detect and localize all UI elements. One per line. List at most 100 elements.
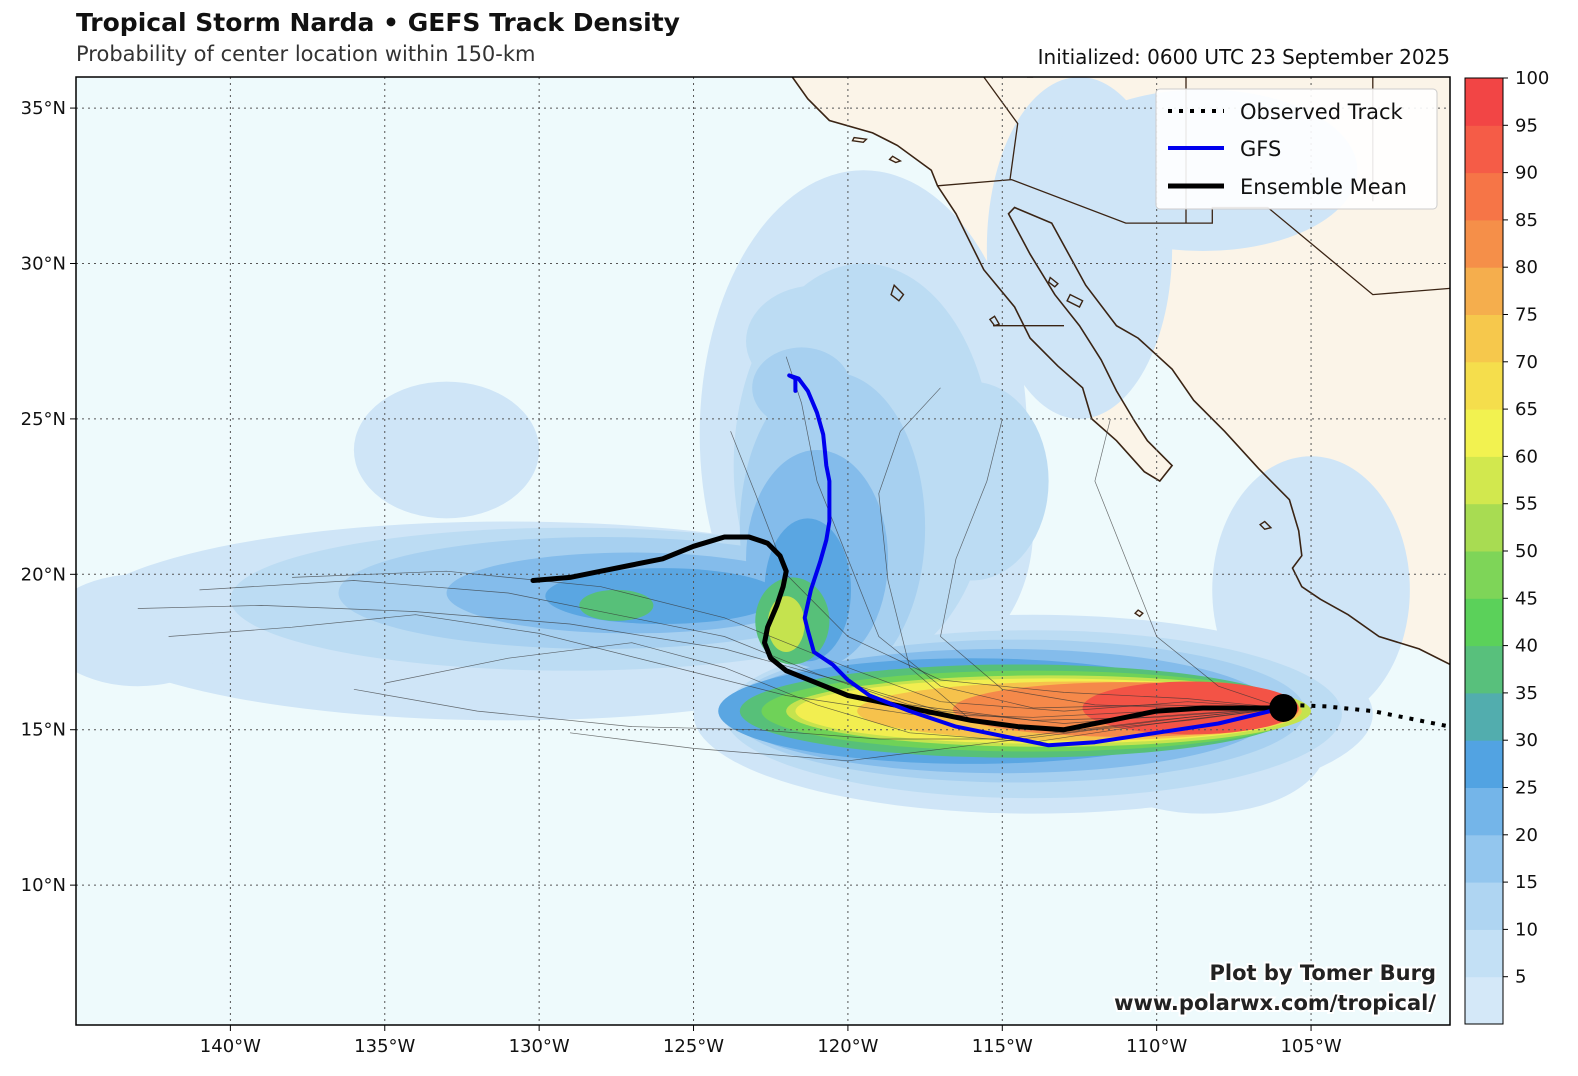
colorbar-segment <box>1465 219 1503 268</box>
storm-center-marker <box>1269 693 1298 722</box>
lat-tick-label: 25°N <box>21 409 66 430</box>
colorbar-segment <box>1465 456 1503 505</box>
legend-label-gfs: GFS <box>1240 137 1281 161</box>
colorbar-segment <box>1465 314 1503 363</box>
credit-url: www.polarwx.com/tropical/ <box>1114 991 1436 1015</box>
ensemble-member-track <box>168 614 1284 718</box>
colorbar-segment <box>1465 125 1503 174</box>
colorbar-tick-label: 85 <box>1515 210 1538 231</box>
lon-tick-label: 120°W <box>817 1036 878 1057</box>
colorbar-tick-label: 25 <box>1515 778 1538 799</box>
island-coastline <box>851 136 868 144</box>
colorbar-segment <box>1465 882 1503 930</box>
map-subtitle: Probability of center location within 15… <box>76 42 536 66</box>
density-layer <box>76 77 1410 814</box>
colorbar-segment <box>1465 598 1503 647</box>
lon-tick-label: 125°W <box>663 1036 724 1057</box>
colorbar-segment <box>1465 172 1503 221</box>
colorbar-tick-label: 5 <box>1515 967 1526 988</box>
lat-tick-label: 15°N <box>21 720 66 741</box>
lat-tick-label: 30°N <box>21 253 66 274</box>
density-blob <box>579 589 654 621</box>
island-coastline <box>1134 609 1144 618</box>
colorbar-tick-label: 20 <box>1515 825 1538 846</box>
colorbar-segment <box>1465 740 1503 788</box>
colorbar-tick-label: 80 <box>1515 257 1538 278</box>
lat-tick-label: 20°N <box>21 564 66 585</box>
gridlines-layer <box>76 77 1450 1025</box>
credit-author: Plot by Tomer Burg <box>1210 961 1437 985</box>
density-blob <box>353 381 540 519</box>
colorbar-tick-label: 40 <box>1515 636 1538 657</box>
ensemble-member-track <box>878 387 1284 734</box>
legend-box <box>1155 88 1438 210</box>
colorbar-tick-label: 45 <box>1515 588 1538 609</box>
political-border <box>983 77 1019 180</box>
colorbar-tick-label: 65 <box>1515 399 1538 420</box>
colorbar-tick-label: 10 <box>1515 919 1538 940</box>
ensemble-mean-track <box>530 534 1286 733</box>
political-border <box>937 178 1450 296</box>
initialized-time: Initialized: 0600 UTC 23 September 2025 <box>1037 45 1450 69</box>
colorbar-tick-label: 15 <box>1515 872 1538 893</box>
map-title: Tropical Storm Narda • GEFS Track Densit… <box>76 8 680 37</box>
colorbar-tick-label: 90 <box>1515 163 1538 184</box>
island-coastline <box>888 155 903 164</box>
colorbar-segment <box>1465 551 1503 599</box>
island-coastline <box>1047 276 1059 288</box>
island-coastline <box>1259 520 1273 530</box>
observed-track <box>1289 702 1450 729</box>
lon-tick-label: 135°W <box>354 1036 415 1057</box>
colorbar-segment <box>1465 787 1503 836</box>
legend-label-ensemble-mean: Ensemble Mean <box>1240 175 1407 199</box>
ensemble-member-track <box>353 688 1284 740</box>
axis-labels: 140°W 135°W 130°W 125°W 120°W 115°W 110°W 105°W… <box>21 98 1342 1057</box>
density-blob <box>894 381 1049 581</box>
lon-tick-label: 140°W <box>200 1036 261 1057</box>
density-blob <box>752 347 851 429</box>
island-coastline <box>890 283 905 302</box>
colorbar-segment <box>1465 409 1503 457</box>
legend: Observed Track GFS Ensemble Mean <box>1155 88 1438 210</box>
credit: Plot by Tomer Burg www.polarwx.com/tropi… <box>1112 959 1438 1017</box>
colorbar: 5 10 15 20 25 30 35 40 45 50 55 60 65 70 75 80 85 90 95 100 <box>1464 68 1549 1025</box>
colorbar-segment <box>1465 976 1503 1025</box>
colorbar-tick-label: 100 <box>1515 68 1549 89</box>
map-frame <box>75 76 1451 1026</box>
colorbar-tick-label: 75 <box>1515 305 1538 326</box>
ensemble-member-track <box>730 431 1284 709</box>
colorbar-segment <box>1465 692 1503 741</box>
ensemble-member-track <box>569 707 1284 762</box>
colorbar-segment <box>1465 645 1503 694</box>
island-coastline <box>1066 293 1084 308</box>
colorbar-segment <box>1465 929 1503 978</box>
lat-tick-label: 10°N <box>21 875 66 896</box>
ensemble-member-track <box>940 418 1284 709</box>
legend-label-observed: Observed Track <box>1240 100 1403 124</box>
lon-tick-label: 105°W <box>1280 1036 1341 1057</box>
island-land <box>889 156 901 163</box>
colorbar-segment <box>1465 361 1503 410</box>
density-blob <box>767 596 805 653</box>
colorbar-segment <box>1465 503 1503 552</box>
colorbar-tick-label: 55 <box>1515 494 1538 515</box>
colorbar-tick-label: 70 <box>1515 352 1538 373</box>
coastline <box>791 77 1450 666</box>
colorbar-tick-label: 60 <box>1515 446 1538 467</box>
lon-tick-label: 110°W <box>1126 1036 1187 1057</box>
colorbar-segment <box>1465 267 1503 315</box>
colorbar-tick-label: 30 <box>1515 730 1538 751</box>
density-blob <box>76 574 231 687</box>
lon-tick-label: 115°W <box>972 1036 1033 1057</box>
gfs-track <box>787 373 1286 748</box>
lon-tick-label: 130°W <box>509 1036 570 1057</box>
colorbar-segment <box>1465 834 1503 883</box>
colorbar-segment <box>1465 78 1503 126</box>
main-tracks-layer <box>530 373 1450 748</box>
colorbar-tick-label: 35 <box>1515 683 1538 704</box>
lat-tick-label: 35°N <box>21 98 66 119</box>
colorbar-tick-label: 50 <box>1515 541 1538 562</box>
ensemble-member-track <box>1094 418 1284 709</box>
colorbar-tick-label: 95 <box>1515 115 1538 136</box>
